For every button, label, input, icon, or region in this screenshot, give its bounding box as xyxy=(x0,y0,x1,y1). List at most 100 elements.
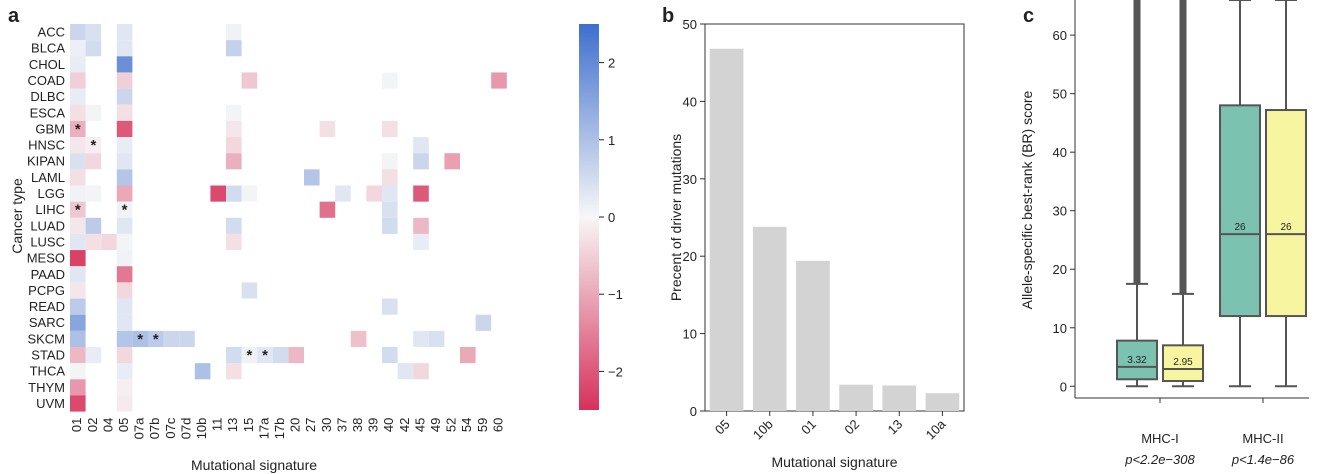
column-label: 20 xyxy=(288,418,303,432)
heatmap-cell xyxy=(70,137,86,154)
column-label: 01 xyxy=(69,418,84,432)
box xyxy=(1265,109,1307,318)
bar xyxy=(839,384,873,411)
heatmap-cell xyxy=(116,120,133,138)
y-tick-label: 20 xyxy=(683,249,697,264)
row-label: MESO xyxy=(27,251,65,266)
heatmap-cell xyxy=(460,347,476,364)
heatmap-cell xyxy=(116,330,133,347)
heatmap-cell xyxy=(226,104,242,121)
heatmap-cell xyxy=(116,40,133,57)
heatmap-cell xyxy=(413,330,429,347)
panel-b: b 0 10 20 30 40 50 05 10b 01 02 13 10a Mutational sig… xyxy=(662,5,965,470)
column-label: 52 xyxy=(444,418,459,432)
y-tick-label: 50 xyxy=(1053,87,1067,102)
x-tick-label: 13 xyxy=(885,417,906,438)
heatmap-cell xyxy=(428,330,445,347)
column-label: 59 xyxy=(475,418,490,432)
median-label: 2.95 xyxy=(1173,357,1193,368)
heatmap-cell xyxy=(382,347,398,364)
median-label: 26 xyxy=(1280,222,1292,233)
column-label: 17a xyxy=(256,417,271,439)
heatmap-cell xyxy=(491,72,507,89)
heatmap-cell xyxy=(382,153,398,170)
heatmap-cell xyxy=(226,185,242,202)
x-axis-label: Mutational signature xyxy=(771,454,897,470)
heatmap-cell xyxy=(179,330,195,347)
y-tick-label: 20 xyxy=(1053,262,1067,277)
heatmap-cell xyxy=(70,201,86,218)
y-tick-label: 40 xyxy=(1053,145,1067,160)
y-tick-label: 40 xyxy=(683,94,697,109)
column-label: 39 xyxy=(366,418,381,432)
heatmap-cell xyxy=(70,250,86,267)
heatmap-cell xyxy=(70,24,86,41)
heatmap-cell xyxy=(116,217,133,234)
panel-label-c: c xyxy=(1023,5,1034,27)
heatmap-cell xyxy=(382,298,398,315)
significance-star: * xyxy=(122,202,128,219)
row-label: BLCA xyxy=(31,41,65,56)
p-value-label: p<1.4e−86 xyxy=(1231,452,1295,467)
heatmap-cell xyxy=(226,24,242,41)
heatmap-cell xyxy=(226,363,242,380)
heatmap-cell xyxy=(397,363,414,380)
heatmap-cell xyxy=(382,169,398,186)
heatmap-cell xyxy=(116,282,133,299)
heatmap-cell xyxy=(366,185,382,202)
row-label: READ xyxy=(29,299,65,314)
column-label: 42 xyxy=(397,418,412,432)
heatmap-cell xyxy=(116,379,133,396)
heatmap-cell xyxy=(335,185,351,202)
heatmap-cell xyxy=(116,185,133,202)
y-tick-label: 0 xyxy=(1060,379,1067,394)
box xyxy=(1116,339,1158,381)
row-label: LUSC xyxy=(30,234,65,249)
heatmap-cell xyxy=(475,314,492,331)
heatmap-cell xyxy=(116,24,133,41)
heatmap-cell xyxy=(226,153,242,170)
y-tick-label: 60 xyxy=(1053,28,1067,43)
heatmap-cell xyxy=(70,233,86,251)
row-label: ACC xyxy=(38,25,65,40)
heatmap-cell xyxy=(382,72,398,89)
heatmap-cell xyxy=(319,120,336,138)
heatmap-cell xyxy=(116,201,133,218)
heatmap-cell xyxy=(101,233,117,251)
heatmap-cell xyxy=(116,88,133,105)
bar xyxy=(796,260,830,411)
heatmap-cell xyxy=(70,282,86,299)
column-label: 11 xyxy=(210,418,225,432)
row-label: LAML xyxy=(31,170,65,185)
column-label: 15 xyxy=(241,418,256,432)
heatmap-cell xyxy=(413,363,429,380)
significance-star: * xyxy=(137,331,143,348)
heatmap-cell xyxy=(116,266,133,283)
significance-star: * xyxy=(75,202,81,219)
heatmap-cell xyxy=(413,137,429,154)
heatmap-cell xyxy=(70,330,86,347)
x-tick-label: 10b xyxy=(750,417,776,443)
row-label: ESCA xyxy=(30,105,66,120)
row-label: LIHC xyxy=(35,202,65,217)
significance-star: * xyxy=(90,137,96,154)
y-tick-label: 50 xyxy=(683,17,697,32)
x-tick-label: 01 xyxy=(798,417,819,438)
heatmap-cell xyxy=(116,72,133,89)
heatmap-cell xyxy=(70,56,86,73)
heatmap-cell xyxy=(85,217,102,234)
row-label: PCPG xyxy=(28,283,65,298)
column-label: 30 xyxy=(319,418,334,432)
y-axis-label: Cancer type xyxy=(9,178,25,254)
y-tick-label: 30 xyxy=(683,172,697,187)
heatmap-cell xyxy=(350,330,367,347)
bar xyxy=(752,226,787,411)
heatmap-cell xyxy=(413,185,429,202)
heatmap-cell xyxy=(413,217,429,234)
heatmap-cell xyxy=(226,347,242,364)
box xyxy=(1162,344,1204,383)
heatmap-cell xyxy=(85,153,102,170)
heatmap-cell xyxy=(194,363,211,380)
heatmap-cell xyxy=(241,72,258,89)
